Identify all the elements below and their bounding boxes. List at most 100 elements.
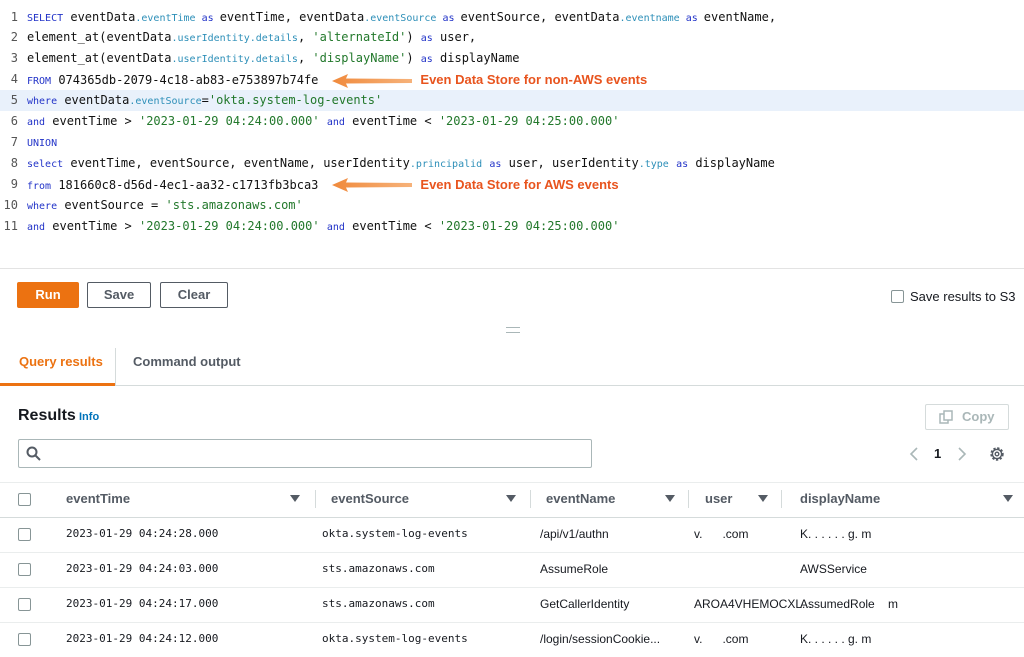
- cell: AWSService: [800, 562, 867, 576]
- line-number: 3: [10, 51, 18, 66]
- active-tab-indicator: [0, 383, 115, 386]
- code-text: element_at(eventData.userIdentity.detail…: [27, 48, 520, 70]
- code-token: ,: [297, 30, 313, 45]
- cell: K. . . . . . g. m: [800, 527, 872, 541]
- code-line: 2 element_at(eventData.userIdentity.detai…: [0, 27, 1024, 48]
- clear-button[interactable]: Clear: [160, 282, 228, 308]
- column-divider: [781, 490, 782, 508]
- select-all-checkbox[interactable]: [18, 493, 31, 506]
- code-token: ,: [297, 51, 313, 66]
- cell: AROA4VHEMOCXL...: [694, 597, 813, 611]
- code-token: element_at(eventData: [27, 30, 172, 45]
- query-editor[interactable]: 1 SELECT eventData.eventTime as eventTime…: [0, 0, 1024, 269]
- code-token: 'alternateId': [312, 30, 407, 45]
- code-token: =: [201, 93, 209, 108]
- next-page[interactable]: [958, 447, 967, 461]
- code-token: and: [27, 117, 46, 128]
- code-text: where eventData.eventSource='okta.system…: [27, 90, 382, 112]
- code-line: 10 where eventSource = 'sts.amazonaws.com…: [0, 195, 1024, 216]
- cell: okta.system-log-events: [322, 632, 468, 645]
- column-header[interactable]: eventTime: [66, 491, 131, 506]
- code-token: 181660c8-d56d-4ec1-aa32-c1713fb3bca3: [51, 177, 319, 192]
- code-token: eventTime >: [45, 218, 139, 233]
- prev-page[interactable]: [909, 447, 918, 461]
- code-line: 4 FROM 074365db-2079-4c18-ab83-e753897b74…: [0, 69, 1024, 90]
- code-token: eventTime >: [45, 114, 139, 128]
- code-token: FROM: [27, 76, 52, 88]
- code-token: where: [27, 200, 58, 212]
- code-line: 1 SELECT eventData.eventTime as eventTime…: [0, 7, 1024, 28]
- code-line: 6 and eventTime > '2023-01-29 04:24:00.00…: [0, 111, 1024, 132]
- cell: /api/v1/authn: [540, 527, 609, 541]
- row-checkbox[interactable]: [18, 563, 31, 576]
- line-number: 1: [10, 9, 18, 24]
- sort-icon[interactable]: [290, 495, 300, 502]
- code-token: 'sts.amazonaws.com': [165, 197, 303, 212]
- code-text: SELECT eventData.eventTime as eventTime,…: [27, 7, 776, 29]
- sort-icon[interactable]: [506, 495, 516, 502]
- code-text: from 181660c8-d56d-4ec1-aa32-c1713fb3bca…: [27, 174, 619, 197]
- code-text: and eventTime > '2023-01-29 04:24:00.000…: [27, 111, 619, 133]
- search-input[interactable]: [18, 439, 592, 468]
- save-s3-label[interactable]: Save results to S3: [910, 289, 1016, 304]
- code-token: eventName,: [703, 9, 777, 24]
- header-rule: [0, 482, 1024, 483]
- settings-icon[interactable]: [990, 447, 1004, 461]
- sort-icon[interactable]: [1003, 495, 1013, 502]
- copy-label: Copy: [962, 409, 995, 424]
- column-header[interactable]: user: [705, 491, 733, 506]
- run-button[interactable]: Run: [17, 282, 79, 308]
- code-token: eventData: [63, 9, 136, 24]
- cell: v. .com: [694, 527, 749, 541]
- code-token: and: [326, 117, 345, 128]
- row-checkbox[interactable]: [18, 528, 31, 541]
- annotation: Even Data Store for AWS events: [332, 177, 619, 193]
- code-text: UNION: [27, 132, 57, 154]
- code-token: select: [27, 158, 64, 170]
- code-token: and: [326, 221, 345, 233]
- line-number: 7: [10, 134, 18, 149]
- column-header[interactable]: displayName: [800, 491, 881, 506]
- cell: 2023-01-29 04:24:28.000: [66, 527, 219, 540]
- line-number: 2: [10, 30, 18, 45]
- tab[interactable]: Query results: [19, 354, 103, 369]
- resize-handle[interactable]: [506, 327, 520, 333]
- row-rule: [0, 622, 1024, 623]
- search-icon: [26, 446, 41, 461]
- code-token: .eventSource: [364, 12, 437, 24]
- cell: /login/sessionCookie...: [540, 632, 661, 646]
- cell: sts.amazonaws.com: [322, 597, 435, 610]
- column-divider: [530, 490, 531, 508]
- save-s3-checkbox[interactable]: [891, 290, 904, 303]
- row-rule: [0, 552, 1024, 553]
- copy-button[interactable]: Copy: [925, 404, 1009, 430]
- info-link[interactable]: Info: [79, 411, 100, 423]
- row-checkbox[interactable]: [18, 598, 31, 611]
- column-header[interactable]: eventSource: [331, 491, 410, 506]
- cell: AssumeRole: [540, 562, 609, 576]
- row-rule: [0, 587, 1024, 588]
- annotation-arrow: [332, 73, 413, 88]
- line-number: 10: [3, 197, 18, 212]
- code-token: '2023-01-29 04:24:00.000': [138, 218, 320, 233]
- code-token: as: [436, 12, 461, 24]
- code-line: 11 and eventTime > '2023-01-29 04:24:00.0…: [0, 216, 1024, 237]
- row-checkbox[interactable]: [18, 633, 31, 646]
- code-token: user, userIdentity: [501, 155, 639, 170]
- tab[interactable]: Command output: [133, 354, 241, 369]
- code-line: 9 from 181660c8-d56d-4ec1-aa32-c1713fb3bc…: [0, 174, 1024, 195]
- code-token: eventTime, eventData: [219, 9, 365, 24]
- current-page[interactable]: 1: [934, 446, 942, 461]
- cell: AssumedRole m: [800, 597, 899, 611]
- sort-icon[interactable]: [758, 495, 768, 502]
- sort-icon[interactable]: [665, 495, 675, 502]
- code-token: .principalid: [409, 158, 483, 170]
- column-header[interactable]: eventName: [546, 491, 616, 506]
- code-token: displayName: [688, 155, 775, 170]
- line-number: 4: [10, 72, 18, 87]
- code-token: SELECT: [27, 12, 64, 24]
- cell: v. .com: [694, 632, 749, 646]
- code-token: ): [406, 51, 421, 66]
- save-button[interactable]: Save: [87, 282, 151, 308]
- cell: GetCallerIdentity: [540, 597, 630, 611]
